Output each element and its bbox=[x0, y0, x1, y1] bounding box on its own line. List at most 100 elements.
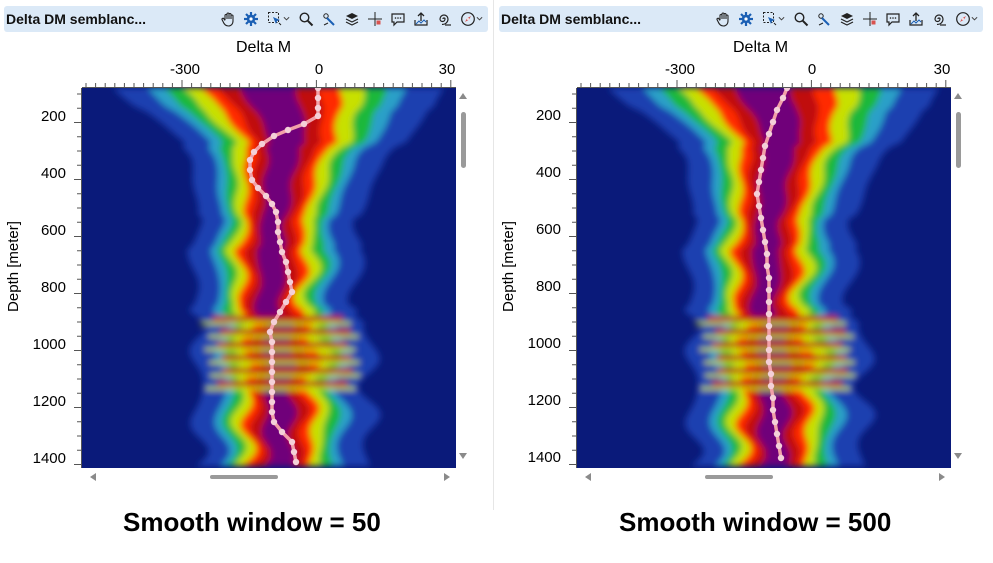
zoom-icon[interactable] bbox=[295, 9, 316, 30]
panel-divider bbox=[493, 0, 494, 510]
pick-point bbox=[290, 448, 298, 456]
panel-title: Delta DM semblanc... bbox=[501, 11, 642, 27]
pick-point bbox=[763, 250, 771, 258]
semblance-panel-right: Delta DM semblanc... Delta M -300 0 30 D… bbox=[495, 0, 985, 537]
y-axis-ticks bbox=[74, 88, 82, 468]
pick-point bbox=[276, 308, 284, 316]
pick-point bbox=[777, 454, 785, 462]
pick-point bbox=[765, 322, 773, 330]
zoom-icon[interactable] bbox=[790, 9, 811, 30]
pick-point bbox=[767, 370, 775, 378]
pick-point bbox=[765, 334, 773, 342]
pick-point bbox=[284, 268, 292, 276]
chevron-down-icon bbox=[476, 16, 482, 21]
x-axis-ticks bbox=[577, 80, 951, 88]
pan-hand-icon[interactable] bbox=[217, 9, 238, 30]
pick-point bbox=[274, 228, 282, 236]
export-icon[interactable] bbox=[905, 9, 926, 30]
panel-titlebar: Delta DM semblanc... bbox=[4, 6, 488, 32]
pick-point bbox=[783, 88, 791, 92]
semblance-image[interactable] bbox=[82, 88, 456, 468]
caption: Smooth window = 500 bbox=[619, 507, 892, 537]
y-axis-ticks bbox=[569, 88, 577, 468]
vertical-scrollbar[interactable] bbox=[951, 90, 965, 462]
pick-point bbox=[292, 458, 300, 466]
pick-point bbox=[268, 348, 276, 356]
pick-point bbox=[765, 130, 773, 138]
pick-point bbox=[248, 176, 256, 184]
compass-icon[interactable] bbox=[456, 9, 486, 30]
horizontal-scrollbar[interactable] bbox=[583, 470, 947, 482]
pick-point bbox=[771, 418, 779, 426]
layers-icon[interactable] bbox=[341, 9, 362, 30]
pick-point bbox=[769, 406, 777, 414]
pick-point bbox=[314, 104, 322, 112]
y-tick-label: 400 bbox=[535, 164, 561, 181]
pick-point bbox=[763, 262, 771, 270]
y-tick-label: 800 bbox=[535, 278, 561, 295]
pick-point bbox=[775, 442, 783, 450]
pick-point bbox=[246, 156, 254, 164]
pick-point bbox=[266, 328, 274, 336]
x-tick-label: 30 bbox=[933, 61, 951, 78]
y-tick-label: 1200 bbox=[32, 393, 66, 410]
pick-point bbox=[270, 418, 278, 426]
x-axis-ticks bbox=[82, 80, 456, 88]
pick-point bbox=[282, 298, 290, 306]
pick-point bbox=[765, 358, 773, 366]
pick-point bbox=[286, 278, 294, 286]
y-tick-label: 600 bbox=[40, 222, 66, 239]
pick-point bbox=[278, 248, 286, 256]
export-icon[interactable] bbox=[410, 9, 431, 30]
toolbar bbox=[217, 8, 486, 30]
gear-icon[interactable] bbox=[735, 9, 756, 30]
comment-icon[interactable] bbox=[882, 9, 903, 30]
pick-point bbox=[274, 218, 282, 226]
y-tick-label: 1000 bbox=[527, 335, 561, 352]
chevron-down-icon bbox=[778, 16, 784, 21]
semblance-image[interactable] bbox=[577, 88, 951, 468]
y-tick-label: 200 bbox=[40, 108, 66, 125]
compass-icon[interactable] bbox=[951, 9, 981, 30]
y-axis-label: Depth [meter] bbox=[499, 221, 517, 312]
pick-point bbox=[272, 208, 280, 216]
x-tick-label: -300 bbox=[664, 61, 696, 78]
y-axis-label: Depth [meter] bbox=[4, 221, 22, 312]
pick-point bbox=[268, 338, 276, 346]
crosshair-icon[interactable] bbox=[859, 9, 880, 30]
vertical-scrollbar[interactable] bbox=[456, 90, 470, 462]
pick-point bbox=[268, 388, 276, 396]
pick-point bbox=[288, 438, 296, 446]
pick-point bbox=[268, 398, 276, 406]
pick-point bbox=[765, 346, 773, 354]
spiral-icon[interactable] bbox=[928, 9, 949, 30]
pick-point bbox=[765, 298, 773, 306]
chevron-down-icon bbox=[283, 16, 289, 21]
crosshair-icon[interactable] bbox=[364, 9, 385, 30]
pick-icon[interactable] bbox=[318, 9, 339, 30]
pick-point bbox=[761, 142, 769, 150]
plot-title: Delta M bbox=[236, 39, 292, 56]
spiral-icon[interactable] bbox=[433, 9, 454, 30]
comment-icon[interactable] bbox=[387, 9, 408, 30]
horizontal-scrollbar[interactable] bbox=[88, 470, 452, 482]
pan-hand-icon[interactable] bbox=[712, 9, 733, 30]
pick-point bbox=[755, 178, 763, 186]
pick-point bbox=[262, 192, 270, 200]
y-tick-label: 1400 bbox=[32, 450, 66, 467]
pick-point bbox=[268, 378, 276, 386]
select-region-icon[interactable] bbox=[758, 9, 788, 30]
select-region-icon[interactable] bbox=[263, 9, 293, 30]
x-tick-label: 0 bbox=[314, 61, 324, 78]
pick-point bbox=[284, 126, 292, 134]
semblance-panel-left: Delta DM semblanc... Delta M -300 0 30 D… bbox=[0, 0, 490, 537]
pick-point bbox=[246, 166, 254, 174]
pick-icon[interactable] bbox=[813, 9, 834, 30]
pick-point bbox=[759, 226, 767, 234]
pick-point bbox=[755, 202, 763, 210]
gear-icon[interactable] bbox=[240, 9, 261, 30]
layers-icon[interactable] bbox=[836, 9, 857, 30]
pick-point bbox=[268, 408, 276, 416]
pick-point bbox=[268, 368, 276, 376]
pick-point bbox=[765, 310, 773, 318]
